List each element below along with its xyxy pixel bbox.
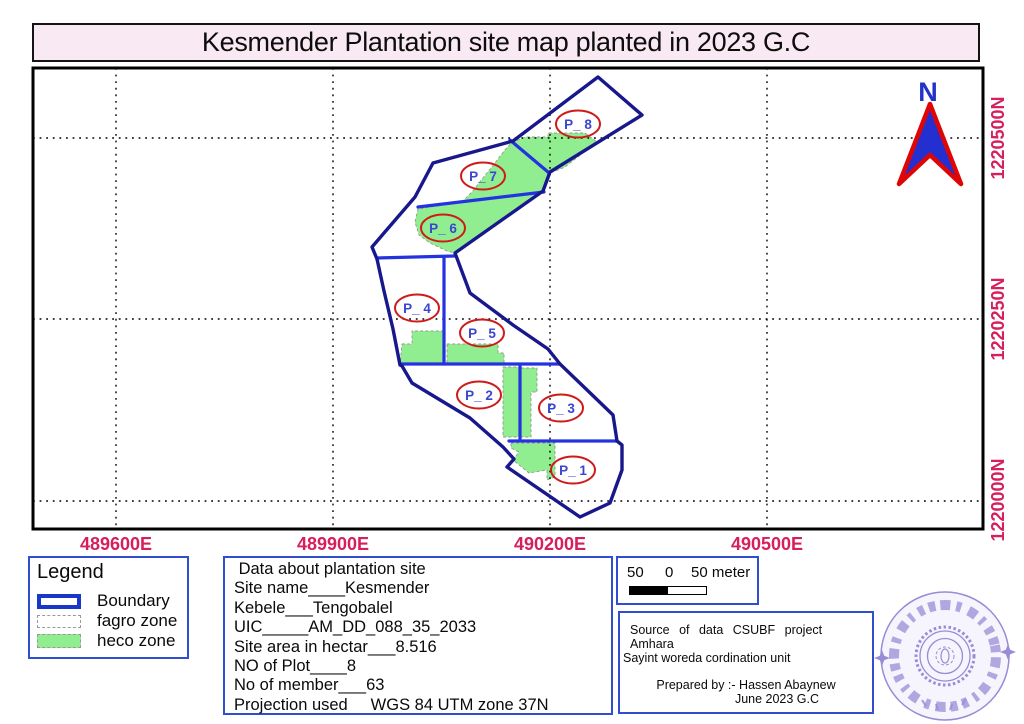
heco-polygon-p7-p6 [414,141,549,254]
easting-label: 490500E [731,534,803,554]
stamp-text-ring [889,600,1001,712]
easting-label: 489600E [80,534,152,554]
stamp-serrated-ring [914,625,976,687]
svg-text:P_ 1: P_ 1 [559,463,587,478]
plot-label-p3: P_ 3 [538,393,584,423]
north-arrow-shape [896,101,964,187]
map-title: Kesmender Plantation site map planted in… [32,23,980,62]
north-arrow-label: N [918,77,938,107]
plantation-data-box: Data about plantation site Site name____… [223,556,613,715]
official-stamp [874,591,1016,721]
grid-lines [33,68,983,529]
scale-bar-box: 50 0 50 meter [616,556,759,605]
stamp-star-icons [874,644,1016,666]
plot-label-p8: P_ 8 [555,109,601,139]
northing-label: 1220000N [988,458,1008,541]
plot-divider-lines [375,138,619,443]
svg-text:P_ 6: P_ 6 [429,221,457,236]
scale-bar-white-segment [668,587,706,594]
northing-label: 1220500N [988,96,1008,179]
plot-label-p6: P_ 6 [420,213,466,243]
legend-box: Legend Boundary fagro zone heco zone [28,556,189,659]
northing-label: 1220250N [988,277,1008,360]
scale-right-label: 50 meter [691,564,751,581]
plot-label-p5: P_ 5 [459,318,505,348]
scale-bar-black-segment [630,587,668,594]
easting-label: 489900E [297,534,369,554]
data-line-heading: Data about plantation site [234,560,426,578]
svg-text:P_ 8: P_ 8 [564,117,592,132]
source-line-1: Source of data CSUBF project Amhara [630,623,823,651]
svg-text:P_ 2: P_ 2 [465,388,493,403]
heco-polygon-p5 [446,343,505,365]
plot-label-p1: P_ 1 [550,455,596,485]
easting-label: 490200E [514,534,586,554]
fagro-swatch-icon [37,614,81,628]
data-line-members: No of member___63 [234,676,385,695]
svg-text:P_ 5: P_ 5 [468,326,496,341]
svg-text:P_ 3: P_ 3 [547,401,575,416]
grid-northing-labels: 1220500N 1220250N 1220000N [988,96,1008,541]
legend-item-label: heco zone [97,631,176,650]
legend-item-fagro: fagro zone [37,611,187,631]
source-box: Source of data CSUBF project Amhara Sayi… [618,611,874,714]
source-line-2: Sayint woreda cordination unit [623,651,791,665]
site-boundary [370,75,644,519]
heco-swatch-icon [37,634,81,648]
grid-easting-labels: 489600E 489900E 490200E 490500E [80,534,803,554]
map-canvas: P_ 1 P_ 2 P_ 3 P_ 4 P_ 5 P_ 6 [31,66,1008,554]
north-arrow: N [896,77,964,187]
data-line-kebele: Kebele___Tengobalel [234,598,393,617]
legend-item-label: fagro zone [97,611,178,630]
data-line-plots: NO of Plot____8 [234,657,356,676]
legend-item-heco: heco zone [37,631,187,651]
plot-label-p7: P_ 7 [460,161,506,191]
data-line-uic: UIC_____AM_DD_088_35_2033 [234,618,477,637]
prepared-by-line: Prepared by :- Hassen Abaynew [656,678,836,692]
scale-left-label: 50 [627,564,644,581]
svg-text:P_ 4: P_ 4 [403,301,431,316]
svg-text:P_ 7: P_ 7 [469,169,497,184]
boundary-swatch-icon [37,593,81,609]
scale-zero-label: 0 [665,564,674,581]
legend-item-label: Boundary [97,591,170,610]
heco-polygon-p2 [502,366,520,438]
heco-polygon-p1 [510,442,556,481]
plot-labels: P_ 1 P_ 2 P_ 3 P_ 4 P_ 5 P_ 6 [394,109,601,485]
prepared-date-line: June 2023 G.C [734,692,820,706]
legend-title: Legend [37,561,104,583]
legend-item-boundary: Boundary [37,591,187,611]
plot-label-p2: P_ 2 [456,380,502,410]
site-fill [372,77,642,517]
map-frame [31,66,985,531]
plot-label-p4: P_ 4 [394,293,440,323]
data-line-projection: Projection used WGS 84 UTM zone 37N [234,695,549,714]
data-line-area: Site area in hectar___8.516 [234,637,437,656]
scale-bar [629,586,707,595]
data-line-site-name: Site name____Kesmender [234,579,430,598]
